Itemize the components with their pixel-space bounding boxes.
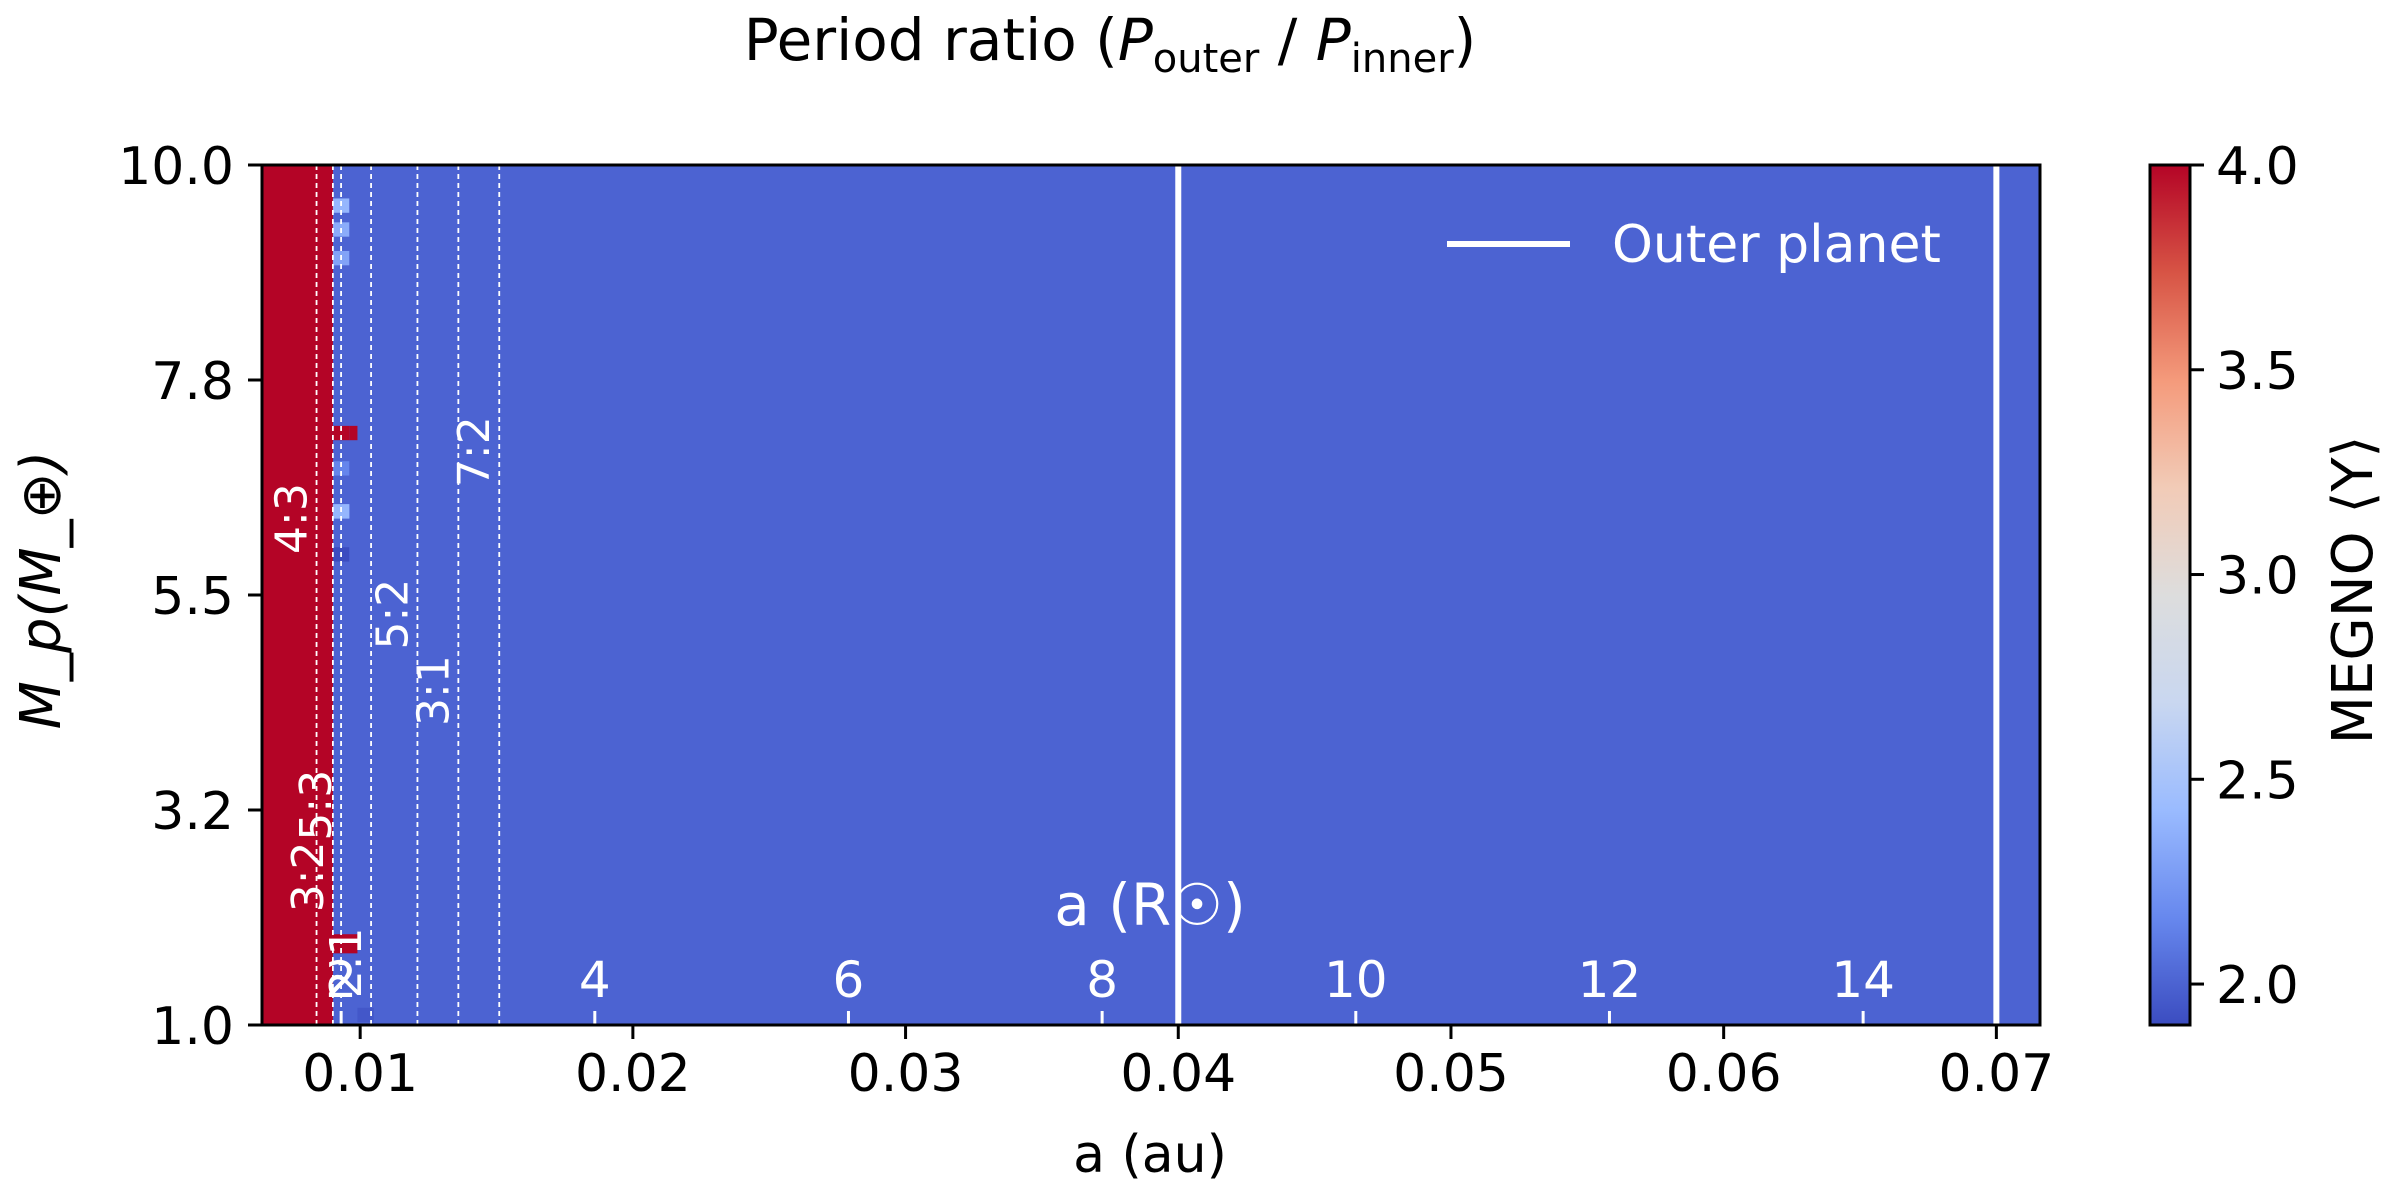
inner-axis-tick-label: 4 — [579, 951, 611, 1009]
colorbar-tick-label: 4.0 — [2216, 137, 2299, 197]
colorbar-bar — [2148, 163, 2192, 1027]
inner-axis-label: a (R☉) — [1054, 871, 1246, 939]
y-axis-tick-label: 7.8 — [151, 352, 234, 412]
y-axis-tick-label: 3.2 — [151, 782, 234, 842]
heatmap-background — [262, 165, 2040, 1025]
heatmap-cell — [332, 934, 358, 954]
x-axis-tick-label: 0.05 — [1393, 1044, 1509, 1104]
inner-axis-tick-label: 8 — [1086, 951, 1118, 1009]
plot-area: 4:3 3:25:3 2:1 5:23:1 7:2 2 4 6 8 10 12 14 — [262, 165, 2040, 1025]
x-axis-label: a (au) — [1073, 1125, 1227, 1185]
colorbar-label: MEGNO ⟨Y⟩ — [2321, 436, 2386, 745]
x-axis-tick-label: 0.06 — [1666, 1044, 1782, 1104]
colorbar-tick-label: 3.5 — [2216, 342, 2299, 402]
x-axis-tick-label: 0.01 — [302, 1044, 418, 1104]
legend: Outer planet — [1447, 215, 1941, 275]
top-axis-label: Period ratio (Pouter / Pinner) — [744, 6, 1477, 82]
heatmap-cell — [332, 425, 350, 441]
inner-axis-tick-label: 6 — [833, 951, 865, 1009]
inner-axis-tick-label: 14 — [1831, 951, 1895, 1009]
resonance-label: 3:2 — [283, 841, 334, 912]
colorbar: 2.0 2.5 3.0 3.5 4.0 — [2148, 137, 2299, 1027]
resonance-label: 5:2 — [367, 579, 418, 650]
y-axis-label: M_p(M_⊕) — [9, 451, 74, 730]
colorbar-tick-label: 3.0 — [2216, 547, 2299, 607]
x-axis-tick-label: 0.03 — [848, 1044, 964, 1104]
heatmap-cell — [357, 1007, 374, 1023]
legend-label: Outer planet — [1612, 215, 1941, 275]
axes: 0.01 0.02 0.03 0.04 0.05 0.06 0.07 1.0 3.2 5.5 7.8… — [118, 137, 2054, 1104]
colorbar-tick-label: 2.5 — [2216, 751, 2299, 811]
heatmap-cell — [316, 165, 333, 1025]
inner-axis-tick-label: 2 — [325, 951, 357, 1009]
heatmap-cell — [349, 425, 358, 441]
inner-axis-tick-label: 10 — [1324, 951, 1388, 1009]
y-axis-tick-label: 5.5 — [151, 567, 234, 627]
resonance-label: 4:3 — [267, 483, 318, 554]
x-axis-tick-label: 0.02 — [575, 1044, 691, 1104]
colorbar-tick-label: 2.0 — [2216, 956, 2299, 1016]
inner-axis-tick-label: 12 — [1578, 951, 1642, 1009]
resonance-label: 2:1 — [321, 927, 372, 998]
heatmap-unstable-region — [262, 165, 317, 1025]
x-axis-tick-label: 0.04 — [1120, 1044, 1236, 1104]
y-axis-tick-label: 10.0 — [118, 137, 234, 197]
resonance-label: 3:1 — [408, 655, 459, 726]
y-axis-label-m: M_p(M_⊕) — [9, 451, 74, 730]
x-axis-tick-label: 0.07 — [1938, 1044, 2054, 1104]
resonance-label: 7:2 — [449, 416, 500, 487]
heatmap-cell — [332, 461, 350, 476]
resonance-label: 5:3 — [291, 770, 342, 841]
y-axis-tick-label: 1.0 — [151, 997, 234, 1057]
